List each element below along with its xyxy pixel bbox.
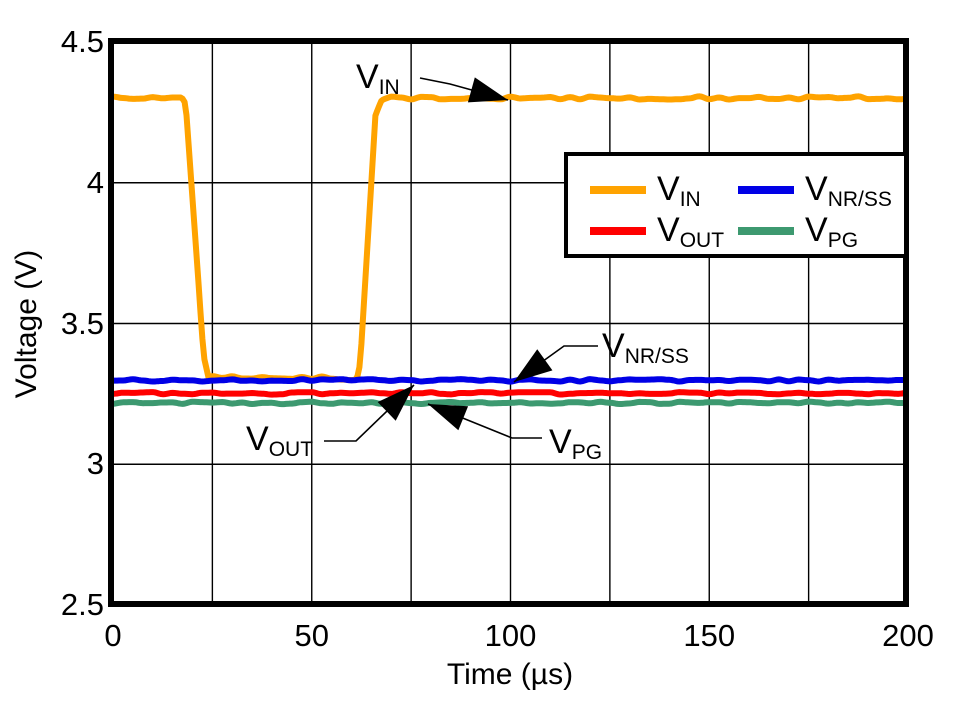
legend: VIN VNR/SS VOUT VPG [564, 152, 908, 258]
annotation-vnrss: VNR/SS [602, 327, 689, 369]
legend-swatch-vin [590, 185, 646, 194]
x-tick-label: 100 [484, 618, 537, 653]
legend-swatch-vout [590, 226, 646, 235]
legend-label-vout: VOUT [657, 211, 725, 253]
y-tick-label: 3 [86, 446, 104, 482]
y-tick-label: 4 [86, 164, 104, 200]
legend-swatch-vnrss [738, 185, 795, 194]
x-tick-label: 200 [882, 618, 934, 653]
legend-item-vout: VOUT [590, 211, 725, 253]
y-tick-label: 2.5 [60, 587, 104, 622]
x-tick-label: 150 [683, 618, 736, 653]
legend-label-vin: VIN [657, 170, 701, 212]
x-tick-label: 0 [104, 618, 122, 653]
annotation-vin: VIN [356, 58, 400, 100]
y-axis-title: Voltage (V) [10, 249, 43, 399]
x-axis-title: Time (µs) [446, 658, 574, 691]
annotation-vpg: VPG [549, 423, 603, 465]
legend-item-vin: VIN [590, 170, 724, 212]
legend-label-vpg: VPG [805, 211, 859, 253]
legend-item-vnrss: VNR/SS [738, 170, 892, 212]
y-tick-label: 4.5 [60, 24, 104, 59]
y-tick-label: 3.5 [60, 305, 104, 341]
annotation-vout: VOUT [246, 420, 314, 462]
legend-swatch-vpg [738, 226, 795, 235]
legend-label-vnrss: VNR/SS [805, 170, 892, 212]
legend-item-vpg: VPG [738, 211, 892, 253]
x-tick-label: 50 [294, 618, 329, 653]
